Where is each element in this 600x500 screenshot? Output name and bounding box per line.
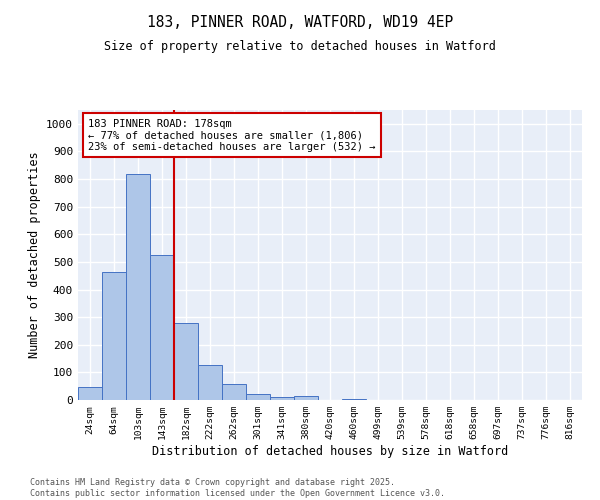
Bar (174, 323, 198, 400)
Text: Contains HM Land Registry data © Crown copyright and database right 2025.
Contai: Contains HM Land Registry data © Crown c… (30, 478, 445, 498)
Bar (294, 396, 318, 400)
Y-axis label: Number of detached properties: Number of detached properties (28, 152, 41, 358)
Bar (342, 398, 366, 400)
Bar (198, 365, 222, 400)
Bar (126, 174, 150, 400)
Text: 183 PINNER ROAD: 178sqm
← 77% of detached houses are smaller (1,806)
23% of semi: 183 PINNER ROAD: 178sqm ← 77% of detache… (88, 118, 376, 152)
Bar (150, 255, 174, 400)
Bar (78, 388, 102, 400)
Bar (102, 272, 126, 400)
X-axis label: Distribution of detached houses by size in Watford: Distribution of detached houses by size … (152, 445, 508, 458)
Text: Size of property relative to detached houses in Watford: Size of property relative to detached ho… (104, 40, 496, 53)
Bar (246, 394, 270, 400)
Bar (222, 384, 246, 400)
Bar (270, 397, 294, 400)
Text: 183, PINNER ROAD, WATFORD, WD19 4EP: 183, PINNER ROAD, WATFORD, WD19 4EP (147, 15, 453, 30)
